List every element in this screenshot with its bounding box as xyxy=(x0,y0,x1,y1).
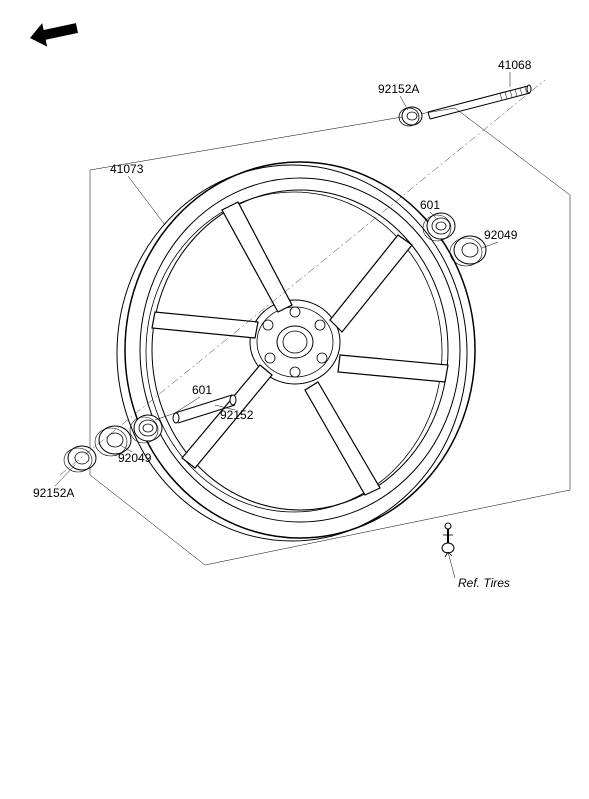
axle-part xyxy=(428,85,531,119)
label-axle: 41068 xyxy=(498,58,531,72)
label-bearing-right: 601 xyxy=(420,198,440,212)
parts-diagram: 41068 92152A 41073 601 92049 601 92152 9… xyxy=(0,0,589,799)
collar-top-part xyxy=(399,107,422,126)
label-collar-top: 92152A xyxy=(378,82,419,96)
label-sleeve: 92152 xyxy=(220,408,253,422)
label-wheel-assembly: 41073 xyxy=(110,162,143,176)
label-ref-tires: Ref. Tires xyxy=(458,576,510,590)
wheel-assembly xyxy=(117,162,475,541)
direction-arrow xyxy=(28,16,80,49)
collar-bottom-part xyxy=(64,446,96,472)
bearing-right-part xyxy=(423,213,455,241)
label-collar-bottom: 92152A xyxy=(33,486,74,500)
seal-right-part xyxy=(450,236,486,266)
label-seal-left: 92049 xyxy=(118,451,151,465)
valve-stem-part xyxy=(442,523,454,553)
label-seal-right: 92049 xyxy=(484,228,517,242)
label-bearing-left: 601 xyxy=(192,383,212,397)
diagram-svg xyxy=(0,0,589,799)
